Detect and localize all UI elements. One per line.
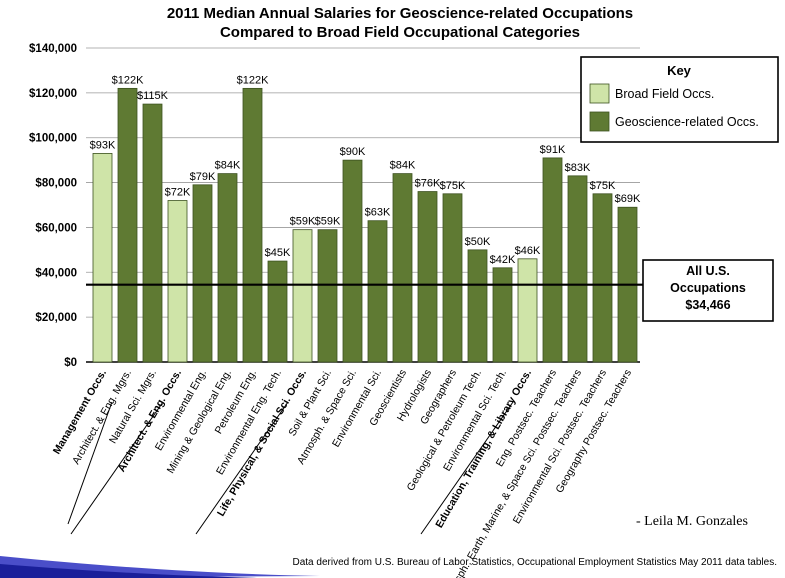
bar-value-label: $50K bbox=[465, 236, 491, 248]
reference-box bbox=[642, 259, 774, 322]
legend-swatch-geo bbox=[589, 111, 610, 132]
y-tick-label: $80,000 bbox=[35, 178, 77, 190]
bar-value-label: $115K bbox=[137, 90, 169, 102]
bar-value-labels: $93K$122K$115K$72K$79K$84K$122K$45K$59K $… bbox=[90, 74, 641, 265]
bar-geo bbox=[367, 220, 388, 363]
bar-broad bbox=[167, 200, 188, 363]
bar-broad bbox=[517, 258, 538, 363]
bar-value-label: $84K bbox=[390, 160, 416, 172]
bar-geo bbox=[417, 191, 438, 363]
bar-geo bbox=[492, 267, 513, 363]
bar-value-label: $122K bbox=[237, 74, 269, 86]
chart-title: 2011 Median Annual Salaries for Geoscien… bbox=[60, 4, 740, 42]
bar-geo bbox=[567, 175, 588, 363]
bar-geo bbox=[242, 87, 263, 363]
bar-broad bbox=[292, 229, 313, 363]
bar-value-label: $46K bbox=[515, 245, 541, 257]
group-separator bbox=[420, 401, 514, 535]
bar-geo bbox=[342, 159, 363, 363]
legend-label-geo: Geoscience-related Occs. bbox=[615, 115, 759, 129]
bar-value-label: $59K bbox=[290, 216, 316, 228]
y-tick-label: $140,000 bbox=[29, 43, 77, 55]
group-separators bbox=[67, 401, 514, 535]
bar-broad bbox=[92, 153, 113, 363]
bar-geo bbox=[467, 249, 488, 363]
y-tick-label: $120,000 bbox=[29, 88, 77, 100]
bar-geo bbox=[142, 103, 163, 363]
bar-value-label: $83K bbox=[565, 162, 591, 174]
chart-title-line-1: 2011 Median Annual Salaries for Geoscien… bbox=[166, 5, 634, 22]
bar-value-label: $45K bbox=[265, 247, 291, 259]
y-tick-label: $60,000 bbox=[35, 222, 77, 234]
bar-value-label: $59K bbox=[315, 216, 341, 228]
y-tick-label: $40,000 bbox=[35, 267, 77, 279]
bar-geo bbox=[442, 193, 463, 363]
y-tick-label: $0 bbox=[64, 357, 77, 369]
y-tick-label: $100,000 bbox=[29, 133, 77, 145]
bar-value-label: $93K bbox=[90, 139, 116, 151]
bar-value-label: $75K bbox=[440, 180, 466, 192]
bar-geo bbox=[192, 184, 213, 363]
legend: Key Broad Field Occs. Geoscience-related… bbox=[580, 56, 779, 143]
group-separator bbox=[70, 401, 164, 535]
bar-geo bbox=[117, 87, 138, 363]
legend-label-broad: Broad Field Occs. bbox=[615, 87, 714, 101]
bar-value-label: $72K bbox=[165, 187, 191, 199]
author-credit: - Leila M. Gonzales bbox=[636, 514, 748, 529]
legend-swatch-broad bbox=[589, 83, 610, 104]
legend-title: Key bbox=[667, 63, 692, 78]
bar-geo bbox=[542, 157, 563, 363]
bar-value-label: $69K bbox=[615, 193, 641, 205]
group-separator bbox=[67, 401, 113, 525]
bar-value-label: $84K bbox=[215, 160, 241, 172]
bar-value-label: $42K bbox=[490, 254, 516, 266]
bars bbox=[92, 87, 638, 363]
y-axis-ticks: $0 $20,000 $40,000 $60,000 $80,000 $100,000 $1… bbox=[29, 43, 77, 369]
bar-value-label: $122K bbox=[112, 74, 144, 86]
bar-geo bbox=[317, 229, 338, 363]
bar-geo bbox=[392, 173, 413, 363]
group-separator bbox=[195, 401, 289, 535]
chart-title-line-2: Compared to Broad Field Occupational Cat… bbox=[219, 24, 581, 41]
bar-value-label: $76K bbox=[415, 178, 441, 190]
reference-label-line-2: Occupations bbox=[670, 281, 746, 295]
reference-label-line-3: $34,466 bbox=[685, 298, 730, 312]
reference-label-box: All U.S. Occupations $34,466 bbox=[642, 259, 774, 322]
bar-value-label: $63K bbox=[365, 207, 391, 219]
y-tick-label: $20,000 bbox=[35, 312, 77, 324]
decorative-wave bbox=[0, 556, 320, 578]
data-source-note: Data derived from U.S. Bureau of Labor S… bbox=[292, 557, 778, 568]
bar-value-label: $90K bbox=[340, 146, 366, 158]
reference-label-line-1: All U.S. bbox=[686, 264, 730, 278]
legend-box bbox=[580, 56, 779, 143]
bar-value-label: $91K bbox=[540, 144, 566, 156]
bar-value-label: $79K bbox=[190, 171, 216, 183]
bar-geo bbox=[217, 173, 238, 363]
bar-geo bbox=[592, 193, 613, 363]
bar-value-label: $75K bbox=[590, 180, 616, 192]
bar-geo bbox=[267, 260, 288, 363]
